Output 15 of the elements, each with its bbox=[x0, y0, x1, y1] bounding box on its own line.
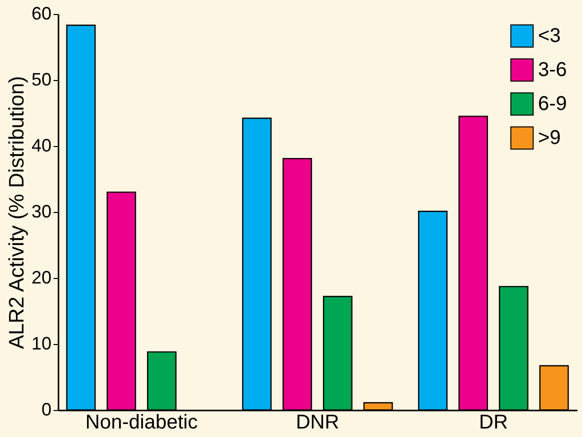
legend-label: 6-9 bbox=[538, 93, 567, 115]
x-tick-label: DNR bbox=[296, 412, 340, 434]
x-tick-label: DR bbox=[478, 412, 508, 434]
y-tick-label: 20 bbox=[31, 268, 52, 288]
y-tick-label: 10 bbox=[31, 334, 52, 354]
y-tick-label: 40 bbox=[31, 136, 52, 156]
y-tick-label: 30 bbox=[31, 202, 52, 222]
y-axis-title: ALR2 Activity (% Distribution) bbox=[5, 76, 28, 350]
legend-label: 3-6 bbox=[538, 59, 567, 81]
y-tick-label: 0 bbox=[41, 400, 52, 420]
legend-label: >9 bbox=[538, 127, 561, 149]
x-tick-label: Non-diabetic bbox=[85, 412, 198, 434]
legend-label: <3 bbox=[538, 25, 561, 47]
y-tick-label: 50 bbox=[31, 70, 52, 90]
y-tick-label: 60 bbox=[31, 4, 52, 24]
